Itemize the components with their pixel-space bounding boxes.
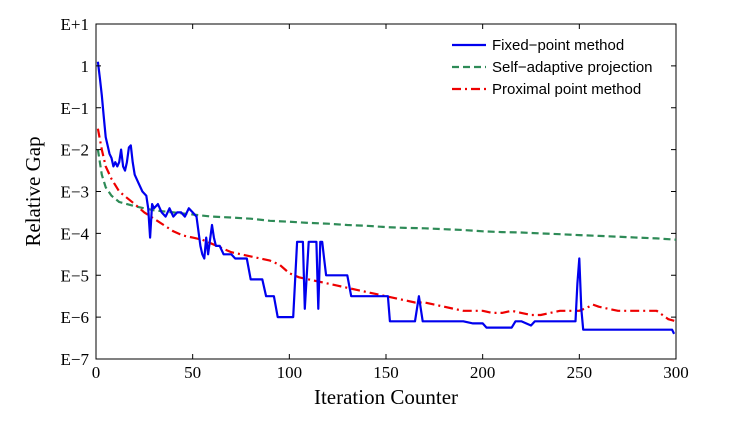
y-tick-label: E−5: [61, 266, 89, 285]
series-line-0: [96, 61, 676, 335]
y-tick-label: E−4: [61, 224, 90, 243]
y-tick-label: E−2: [61, 141, 89, 160]
x-tick-label: 250: [567, 363, 593, 382]
plot-area: 0 50 100 150 200 250 300 E+1 1 E−1 E−2 E−3 E−4 E−5 E−…: [61, 15, 689, 382]
x-axis-ticks: 0 50 100 150 200 250 300: [92, 24, 689, 382]
y-tick-label: E−7: [61, 350, 90, 369]
x-tick-label: 200: [470, 363, 496, 382]
series-line-1: [96, 149, 677, 241]
x-tick-label: 300: [663, 363, 689, 382]
series-line-2: [96, 128, 677, 323]
legend-label-2: Proximal point method: [492, 81, 641, 98]
y-tick-label: 1: [81, 57, 90, 76]
y-tick-label: E−3: [61, 183, 89, 202]
x-axis-title: Iteration Counter: [314, 385, 458, 409]
x-tick-label: 0: [92, 363, 101, 382]
legend: Fixed−point method Self−adaptive projecti…: [448, 30, 670, 100]
legend-label-0: Fixed−point method: [492, 37, 624, 54]
y-tick-label: E+1: [61, 15, 89, 34]
x-tick-label: 150: [373, 363, 399, 382]
x-tick-label: 50: [184, 363, 201, 382]
series-layer: [96, 61, 677, 335]
y-tick-label: E−6: [61, 308, 89, 327]
legend-label-1: Self−adaptive projection: [492, 59, 653, 76]
y-axis-title: Relative Gap: [21, 136, 45, 246]
y-tick-label: E−1: [61, 99, 89, 118]
x-tick-label: 100: [277, 363, 303, 382]
y-axis-ticks: E+1 1 E−1 E−2 E−3 E−4 E−5 E−6 E−7: [61, 15, 676, 369]
legend-items: Fixed−point method Self−adaptive projecti…: [452, 37, 653, 98]
